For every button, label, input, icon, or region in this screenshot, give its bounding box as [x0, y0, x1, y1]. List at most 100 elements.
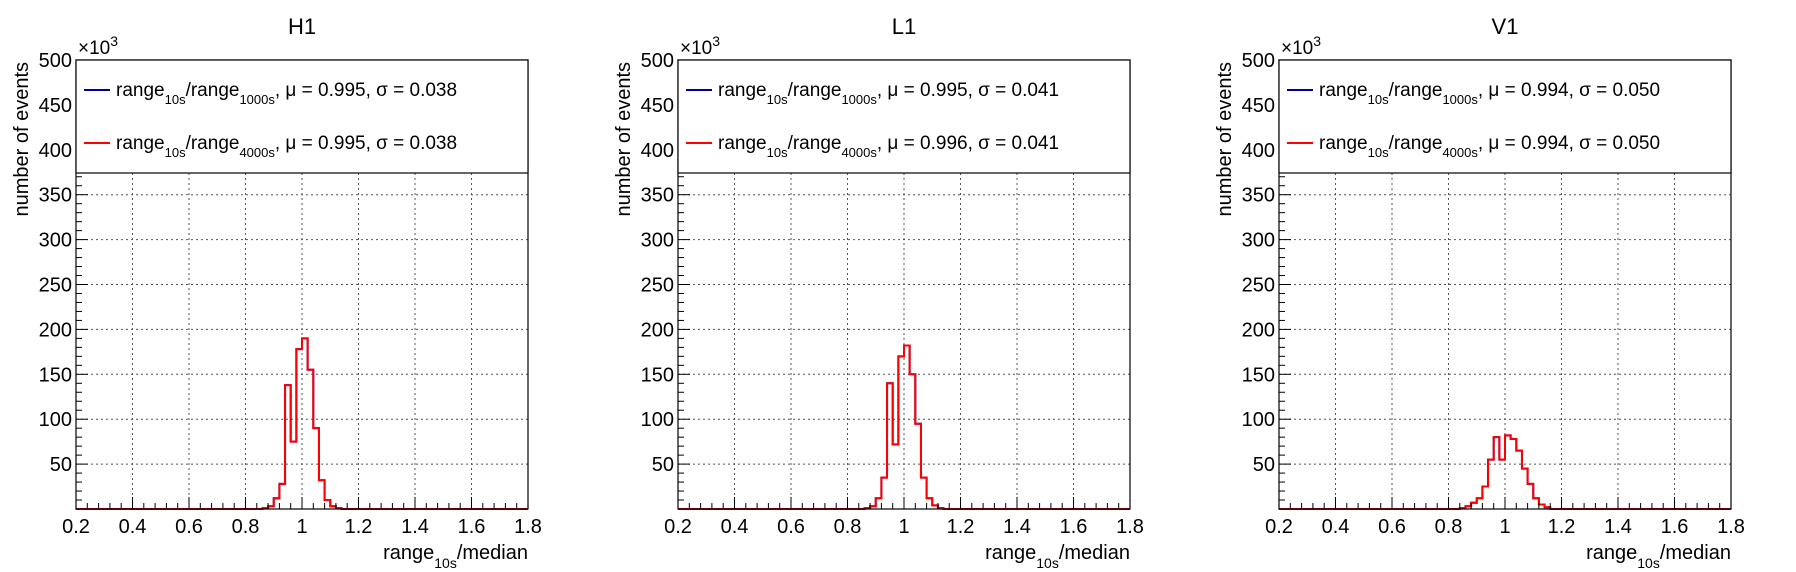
x-axis-label-tail: /median	[457, 542, 528, 564]
y-tick-label: 150	[39, 364, 72, 386]
y-tick-label: 400	[641, 140, 674, 162]
legend: range10s/range1000s, μ = 0.994, σ = 0.05…	[1278, 59, 1732, 174]
y-multiplier: ×103	[78, 33, 118, 59]
x-tick-label: 0.6	[777, 516, 805, 538]
y-tick-label: 200	[1242, 319, 1275, 341]
legend-stats: , μ = 0.995, σ = 0.041	[877, 80, 1059, 101]
x-axis-label-subscript: 10s	[1036, 555, 1059, 571]
y-tick-label: 100	[641, 409, 674, 431]
x-tick-label: 1.8	[1116, 516, 1144, 538]
x-tick-label: 1	[1499, 516, 1510, 538]
x-tick-label: 1	[898, 516, 909, 538]
legend-num-sub: 10s	[1368, 145, 1389, 160]
legend-num: range	[116, 133, 165, 154]
x-tick-label: 1.4	[401, 516, 429, 538]
y-axis-label: number of events	[11, 62, 33, 217]
y-tick-label: 400	[39, 140, 72, 162]
panel-title: H1	[288, 14, 316, 39]
legend-box	[75, 59, 529, 174]
legend-den-sub: 4000s	[841, 145, 877, 160]
y-tick-label: 500	[1242, 50, 1275, 72]
x-tick-label: 0.6	[175, 516, 203, 538]
x-tick-label: 0.4	[721, 516, 749, 538]
y-tick-label: 150	[641, 364, 674, 386]
y-multiplier-exponent: 3	[1313, 33, 1321, 49]
legend-entry-1: range10s/range1000s, μ = 0.995, σ = 0.04…	[718, 80, 1059, 107]
x-tick-label: 0.6	[1378, 516, 1406, 538]
x-tick-label: 0.8	[232, 516, 260, 538]
x-tick-label: 0.8	[1435, 516, 1463, 538]
y-multiplier-base: ×10	[1281, 38, 1313, 59]
x-axis-label-subscript: 10s	[1637, 555, 1660, 571]
panel-v1: V1 0.2 0.4 0.6 0.8 1 1.2 1.4 1.6 1.8 50 100 150 200 25…	[1214, 14, 1745, 571]
legend: range10s/range1000s, μ = 0.995, σ = 0.03…	[75, 59, 529, 174]
x-tick-label: 1.8	[514, 516, 542, 538]
x-axis-label-tail: /median	[1660, 542, 1731, 564]
legend-stats: , μ = 0.994, σ = 0.050	[1478, 80, 1660, 101]
x-axis-label-main: range	[985, 542, 1036, 564]
y-tick-label: 500	[39, 50, 72, 72]
y-multiplier: ×103	[1281, 33, 1321, 59]
legend-entry-2: range10s/range4000s, μ = 0.994, σ = 0.05…	[1319, 133, 1660, 160]
x-tick-label: 1.2	[1548, 516, 1576, 538]
y-tick-label: 450	[39, 95, 72, 117]
legend-den-sub: 1000s	[1442, 92, 1478, 107]
y-tick-label: 350	[1242, 185, 1275, 207]
legend-num: range	[718, 80, 767, 101]
x-tick-label: 0.2	[62, 516, 90, 538]
x-axis-label: range10s/median	[383, 542, 528, 571]
y-tick-label: 350	[641, 185, 674, 207]
panel-l1: L1 0.2 0.4 0.6 0.8 1 1.2 1.4 1.6 1.8 50 100 150 200 25…	[613, 14, 1144, 571]
legend-den: /range	[1389, 133, 1443, 154]
x-axis-label-main: range	[1586, 542, 1637, 564]
legend-den: /range	[788, 80, 842, 101]
x-tick-label: 0.4	[1322, 516, 1350, 538]
x-tick-label: 1.6	[458, 516, 486, 538]
y-tick-label: 50	[1253, 454, 1275, 476]
legend-num-sub: 10s	[767, 145, 788, 160]
grid-lines	[76, 173, 528, 509]
legend-den: /range	[1389, 80, 1443, 101]
legend-den-sub: 4000s	[1442, 145, 1478, 160]
x-axis-label: range10s/median	[985, 542, 1130, 571]
legend-num: range	[1319, 80, 1368, 101]
panel-title: V1	[1492, 14, 1519, 39]
legend-den-sub: 4000s	[239, 145, 275, 160]
y-tick-label: 50	[50, 454, 72, 476]
x-tick-label: 1.2	[345, 516, 373, 538]
legend-entry-2: range10s/range4000s, μ = 0.995, σ = 0.03…	[116, 133, 457, 160]
legend-den: /range	[186, 80, 240, 101]
legend-num-sub: 10s	[165, 92, 186, 107]
x-tick-label: 0.2	[664, 516, 692, 538]
x-axis-label-subscript: 10s	[434, 555, 457, 571]
legend-num: range	[116, 80, 165, 101]
grid-lines	[678, 173, 1130, 509]
y-tick-label: 450	[1242, 95, 1275, 117]
x-axis-label: range10s/median	[1586, 542, 1731, 571]
legend-num-sub: 10s	[767, 92, 788, 107]
x-tick-label: 0.4	[119, 516, 147, 538]
legend-stats: , μ = 0.994, σ = 0.050	[1478, 133, 1660, 154]
legend-den-sub: 1000s	[841, 92, 877, 107]
x-tick-label: 1.4	[1003, 516, 1031, 538]
y-tick-label: 200	[641, 319, 674, 341]
y-tick-label: 250	[1242, 275, 1275, 297]
grid-lines	[1279, 173, 1731, 509]
legend-entry-1: range10s/range1000s, μ = 0.995, σ = 0.03…	[116, 80, 457, 107]
x-axis-label-main: range	[383, 542, 434, 564]
panel-title: L1	[892, 14, 916, 39]
legend-num: range	[1319, 133, 1368, 154]
legend-den-sub: 1000s	[239, 92, 275, 107]
y-tick-label: 350	[39, 185, 72, 207]
y-multiplier-exponent: 3	[712, 33, 720, 49]
x-tick-label: 1	[296, 516, 307, 538]
legend-entry-1: range10s/range1000s, μ = 0.994, σ = 0.05…	[1319, 80, 1660, 107]
y-multiplier-exponent: 3	[110, 33, 118, 49]
y-multiplier-base: ×10	[78, 38, 110, 59]
y-tick-label: 150	[1242, 364, 1275, 386]
y-tick-label: 300	[39, 230, 72, 252]
legend-box	[1278, 59, 1732, 174]
x-tick-label: 1.2	[947, 516, 975, 538]
x-tick-label: 0.2	[1265, 516, 1293, 538]
